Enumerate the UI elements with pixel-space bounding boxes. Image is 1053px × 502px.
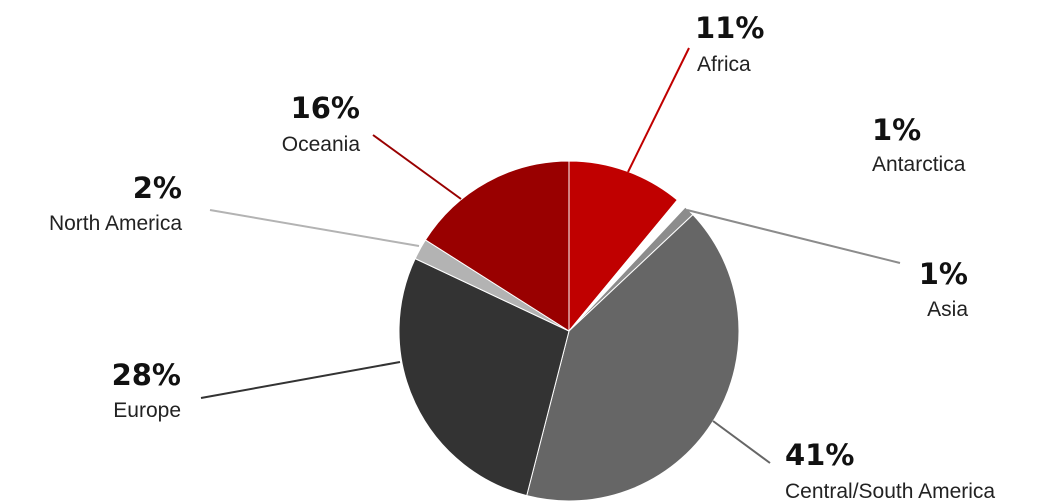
percent-label-africa: 11%	[695, 11, 764, 45]
percent-label-central-south-america: 41%	[785, 438, 854, 472]
slice-labels: 11% Africa 1% Antarctica 1% Asia 41% Central/So…	[49, 11, 995, 502]
leader-line-europe	[200, 361, 401, 399]
percent-label-antarctica: 1%	[872, 113, 921, 147]
leader-line-africa	[627, 47, 690, 173]
percent-label-oceania: 16%	[291, 91, 360, 125]
category-label-asia: Asia	[927, 298, 968, 321]
percent-label-europe: 28%	[112, 358, 181, 392]
category-label-oceania: Oceania	[282, 133, 361, 156]
pie-slice-europe	[398, 257, 570, 497]
category-label-africa: Africa	[697, 53, 751, 76]
category-label-north-america: North America	[49, 212, 182, 235]
pie-slice-central-south-america	[526, 213, 740, 502]
category-label-central-south-america: Central/South America	[785, 480, 995, 502]
pie-slices	[398, 160, 740, 502]
category-label-antarctica: Antarctica	[872, 153, 966, 176]
percent-label-north-america: 2%	[133, 171, 182, 205]
pie-slice-oceania	[424, 160, 570, 332]
leader-line-central-south-america	[712, 420, 771, 464]
leader-line-oceania	[372, 134, 462, 200]
percent-label-asia: 1%	[919, 257, 968, 291]
pie-slice-africa	[568, 160, 679, 333]
category-label-europe: Europe	[113, 399, 181, 422]
leader-line-asia	[686, 209, 901, 264]
leader-line-north-america	[209, 209, 420, 247]
leader-line-antarctica	[677, 140, 868, 201]
